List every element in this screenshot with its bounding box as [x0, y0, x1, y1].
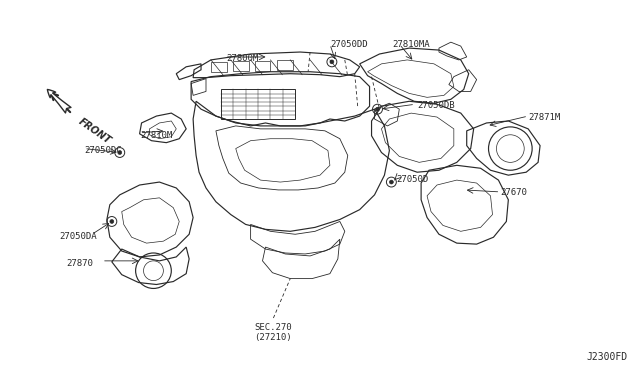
Circle shape — [389, 180, 394, 184]
Text: SEC.270
(27210): SEC.270 (27210) — [255, 323, 292, 342]
Circle shape — [330, 60, 334, 64]
Text: 27800M: 27800M — [226, 54, 258, 63]
Text: 27050DD: 27050DD — [330, 40, 367, 49]
Circle shape — [118, 151, 122, 154]
Text: J2300FD: J2300FD — [586, 352, 627, 362]
Text: 27870: 27870 — [66, 259, 93, 268]
Text: 27810MA: 27810MA — [392, 40, 430, 49]
Circle shape — [110, 219, 114, 224]
Text: 27810M: 27810M — [141, 131, 173, 140]
Text: 27670: 27670 — [500, 188, 527, 197]
Text: 27871M: 27871M — [528, 113, 561, 122]
Text: 27050DC: 27050DC — [84, 145, 122, 155]
Text: 27050D: 27050D — [396, 175, 429, 184]
Text: 27050DB: 27050DB — [417, 101, 455, 110]
Text: 27050DA: 27050DA — [60, 232, 97, 241]
Text: FRONT: FRONT — [77, 116, 113, 145]
Circle shape — [376, 107, 380, 111]
